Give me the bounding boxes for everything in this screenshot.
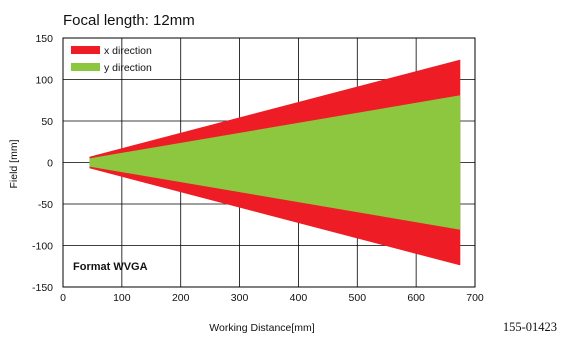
x-tick-label-100: 100 bbox=[113, 292, 131, 304]
x-tick-label-0: 0 bbox=[60, 292, 66, 304]
legend-label-x-direction: x direction bbox=[104, 45, 152, 57]
plot-frame bbox=[62, 37, 476, 288]
figure-code: 155-01423 bbox=[503, 320, 557, 334]
band-y-direction bbox=[89, 95, 461, 230]
y-tick-label-50: 50 bbox=[41, 116, 53, 128]
ticks: 0 100 200 300 400 500 600 700150100500-50-100-1… bbox=[32, 33, 484, 304]
bands bbox=[89, 59, 461, 266]
y-tick-label--150: -150 bbox=[32, 282, 53, 294]
x-tick-label-600: 600 bbox=[407, 292, 425, 304]
x-tick-label-500: 500 bbox=[349, 292, 367, 304]
y-tick-label--50: -50 bbox=[38, 199, 53, 211]
x-tick-label-300: 300 bbox=[231, 292, 249, 304]
y-tick-label-100: 100 bbox=[35, 75, 53, 87]
y-tick-label-150: 150 bbox=[35, 33, 53, 45]
y-tick-label-0: 0 bbox=[47, 158, 53, 170]
format-annotation: Format WVGA bbox=[73, 261, 148, 273]
x-tick-label-700: 700 bbox=[466, 292, 484, 304]
x-tick-label-400: 400 bbox=[290, 292, 308, 304]
y-axis-label: Field [mm] bbox=[8, 139, 20, 188]
x-tick-label-200: 200 bbox=[172, 292, 190, 304]
x-axis-label: Working Distance[mm] bbox=[209, 322, 314, 334]
y-tick-label--100: -100 bbox=[32, 241, 53, 253]
legend-swatch-x-direction bbox=[71, 46, 100, 54]
legend-swatch-y-direction bbox=[71, 63, 100, 71]
chart-title: Focal length: 12mm bbox=[63, 12, 195, 29]
legend-label-y-direction: y direction bbox=[104, 62, 152, 74]
legend: x direction y direction bbox=[71, 45, 152, 74]
